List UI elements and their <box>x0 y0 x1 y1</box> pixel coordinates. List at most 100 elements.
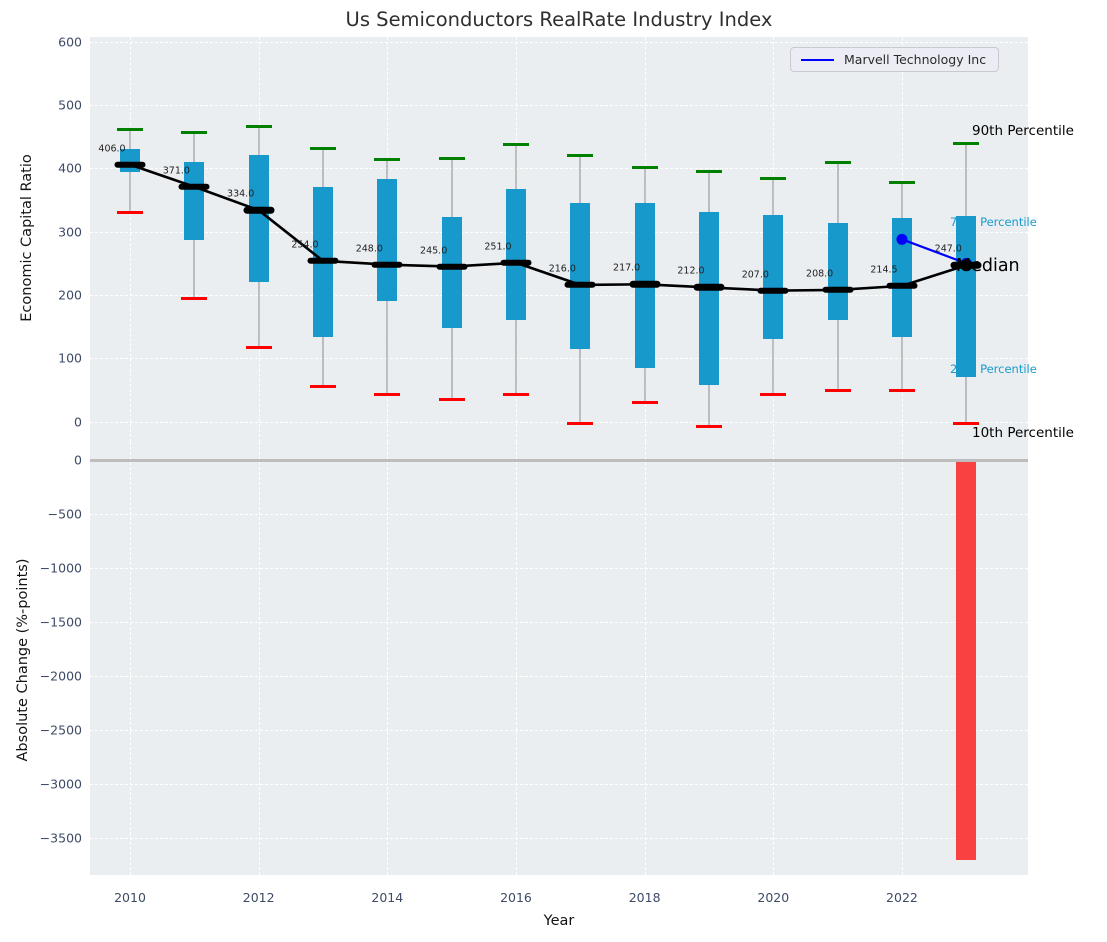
grid-line <box>90 105 1028 107</box>
whisker-cap-90th <box>888 181 915 185</box>
median-value-label: 245.0 <box>420 245 448 257</box>
x-tick-label: 2020 <box>757 890 790 905</box>
x-tick-label: 2012 <box>242 890 275 905</box>
median-value-label: 208.0 <box>806 268 834 280</box>
median-value-label: 406.0 <box>98 143 126 155</box>
grid-line <box>130 442 131 875</box>
whisker-cap-90th <box>760 177 787 181</box>
whisker-cap-90th <box>117 128 143 132</box>
median-dash <box>307 257 339 265</box>
y-tick-label: 100 <box>58 350 82 366</box>
grid-line <box>387 442 389 875</box>
box-iqr <box>441 217 462 328</box>
median-value-label: 207.0 <box>741 269 769 281</box>
median-dash <box>693 284 725 291</box>
percentile-label: 90th Percentile <box>972 123 1074 139</box>
y-tick-label: −500 <box>47 506 82 522</box>
grid-line <box>901 442 903 875</box>
grid-line <box>90 730 1028 732</box>
whisker-cap-10th <box>631 400 658 404</box>
box-iqr <box>377 179 398 302</box>
whisker-cap-10th <box>438 398 465 402</box>
x-tick-label: 2022 <box>886 890 918 905</box>
whisker-cap-10th <box>567 421 594 425</box>
whisker-cap-90th <box>438 156 465 160</box>
grid-line <box>515 442 517 875</box>
whisker-cap-90th <box>953 141 980 145</box>
median-dash <box>500 259 532 266</box>
box-iqr <box>505 188 526 321</box>
whisker-cap-90th <box>502 143 529 147</box>
y-tick-label: 400 <box>58 160 82 176</box>
median-dash <box>757 287 789 294</box>
change-bar <box>956 462 977 860</box>
median-value-label: 214.5 <box>870 264 898 276</box>
box-iqr <box>956 215 977 378</box>
median-value-label: 251.0 <box>484 241 512 253</box>
box-iqr <box>248 155 269 283</box>
median-dash <box>436 263 468 270</box>
median-line <box>129 163 967 292</box>
whisker-cap-90th <box>695 169 722 173</box>
box-iqr <box>891 217 912 338</box>
y-tick-label: 300 <box>58 224 82 240</box>
whisker-cap-10th <box>309 384 336 388</box>
legend-label: Marvell Technology Inc <box>844 52 987 67</box>
median-value-label: 254.0 <box>291 239 319 251</box>
grid-line <box>90 358 1028 360</box>
median-value-label: 247.0 <box>934 243 962 255</box>
whisker-cap-10th <box>117 211 143 215</box>
whisker-cap-90th <box>309 147 336 151</box>
median-value-label: 334.0 <box>227 188 255 200</box>
marvell-line <box>896 233 973 272</box>
median-dash <box>114 161 146 168</box>
median-value-label: 248.0 <box>355 243 383 255</box>
median-dash <box>178 183 210 190</box>
y-tick-label: 500 <box>58 97 82 113</box>
whisker-cap-90th <box>567 154 594 158</box>
top-axes: 90th Percentile 75th Percentile Median 25th… <box>90 37 1074 442</box>
grid-line <box>773 442 775 875</box>
grid-line <box>90 568 1028 570</box>
grid-line <box>90 622 1028 624</box>
grid-line <box>258 442 260 875</box>
whisker-cap-90th <box>181 131 208 135</box>
whisker-cap-10th <box>502 393 529 397</box>
y-tick-label: 0 <box>74 452 82 468</box>
grid-line <box>644 442 646 875</box>
whisker-cap-10th <box>953 421 980 425</box>
grid-line <box>90 676 1028 678</box>
y-tick-label: −1500 <box>39 614 82 630</box>
y-tick-label: 200 <box>58 287 82 303</box>
median-dash <box>886 282 918 290</box>
bottom-axes <box>90 442 1028 875</box>
y-tick-label: −2000 <box>39 668 82 684</box>
y-tick-label: 0 <box>74 414 82 430</box>
whisker-cap-10th <box>181 296 208 300</box>
zero-line <box>90 459 1028 462</box>
median-value-label: 371.0 <box>162 165 190 177</box>
legend: Marvell Technology Inc <box>790 47 1000 72</box>
median-dash <box>371 261 403 268</box>
box-iqr <box>570 203 591 349</box>
whisker-cap-90th <box>374 157 401 161</box>
median-dash <box>822 286 854 294</box>
grid-line <box>90 295 1028 297</box>
y-tick-label: −3000 <box>39 776 82 792</box>
grid-line <box>90 421 1028 423</box>
x-axis-label: Year <box>543 913 575 929</box>
y-tick-label: −1000 <box>39 560 82 576</box>
whisker-cap-10th <box>888 388 915 392</box>
grid-line <box>90 231 1028 233</box>
median-value-label: 212.0 <box>677 265 705 277</box>
median-dash <box>243 206 275 214</box>
whisker-cap-90th <box>245 125 272 129</box>
y-tick-label: 600 <box>58 34 82 50</box>
x-tick-label: 2010 <box>114 890 146 905</box>
median-value-label: 216.0 <box>548 263 576 275</box>
legend-line-sample <box>801 58 834 61</box>
median-dash <box>564 281 596 289</box>
whisker-cap-10th <box>824 388 851 392</box>
median-value-label: 217.0 <box>613 262 641 274</box>
